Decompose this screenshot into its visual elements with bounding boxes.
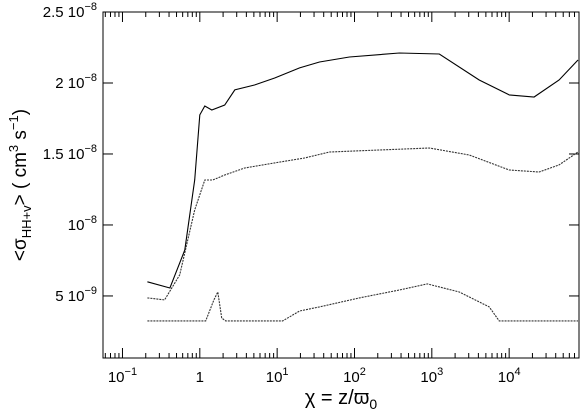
tick-exponent: −9 bbox=[84, 285, 97, 297]
tick-label: 10−1 bbox=[108, 366, 137, 386]
tick-text: 10 bbox=[68, 217, 85, 234]
tick-text: 10 bbox=[420, 369, 437, 386]
tick-exponent: −8 bbox=[84, 143, 97, 155]
tick-label: 10−8 bbox=[68, 214, 97, 234]
tick-exponent: −8 bbox=[84, 72, 97, 84]
tick-label: 102 bbox=[343, 366, 366, 386]
tick-label: 103 bbox=[420, 366, 443, 386]
y-label-part: s bbox=[10, 130, 31, 145]
x-label-part: χ = z/ϖ bbox=[305, 387, 369, 409]
tick-exponent: −1 bbox=[125, 366, 138, 378]
tick-text: 2 10 bbox=[55, 75, 84, 92]
tick-exponent: −8 bbox=[84, 1, 97, 13]
y-axis-label: <σHH+v> ( cm3 s−1) bbox=[6, 109, 34, 261]
tick-exponent: −8 bbox=[84, 214, 97, 226]
tick-exponent: 3 bbox=[437, 366, 443, 378]
y-label-part: HH+v bbox=[19, 205, 34, 238]
tick-label: 101 bbox=[266, 366, 289, 386]
tick-label: 2.5 10−8 bbox=[43, 1, 97, 21]
y-label-part: <σ bbox=[10, 238, 31, 261]
tick-text: 2.5 10 bbox=[43, 4, 85, 21]
y-label-part: −1 bbox=[6, 115, 21, 130]
plot-frame bbox=[102, 11, 580, 359]
tick-exponent: 4 bbox=[514, 366, 520, 378]
x-label-part: 0 bbox=[369, 396, 377, 412]
series-line bbox=[147, 283, 578, 322]
tick-text: 1 bbox=[196, 369, 204, 386]
series-line bbox=[147, 147, 579, 301]
tick-text: 1.5 10 bbox=[43, 146, 85, 163]
tick-label: 1 bbox=[196, 369, 204, 386]
series-line bbox=[147, 52, 579, 289]
tick-text: 10 bbox=[343, 369, 360, 386]
y-label-part: ) bbox=[10, 109, 31, 115]
tick-label: 5 10−9 bbox=[55, 285, 97, 305]
tick-text: 10 bbox=[498, 369, 515, 386]
y-label-part: 3 bbox=[6, 145, 21, 152]
tick-exponent: 1 bbox=[282, 366, 288, 378]
tick-exponent: 2 bbox=[360, 366, 366, 378]
x-axis-label: χ = z/ϖ0 bbox=[305, 387, 377, 412]
tick-label: 104 bbox=[498, 366, 521, 386]
tick-label: 2 10−8 bbox=[55, 72, 97, 92]
tick-label: 1.5 10−8 bbox=[43, 143, 97, 163]
y-label-part: > ( cm bbox=[10, 152, 31, 205]
tick-text: 10 bbox=[266, 369, 283, 386]
tick-text: 10 bbox=[108, 369, 125, 386]
tick-text: 5 10 bbox=[55, 288, 84, 305]
